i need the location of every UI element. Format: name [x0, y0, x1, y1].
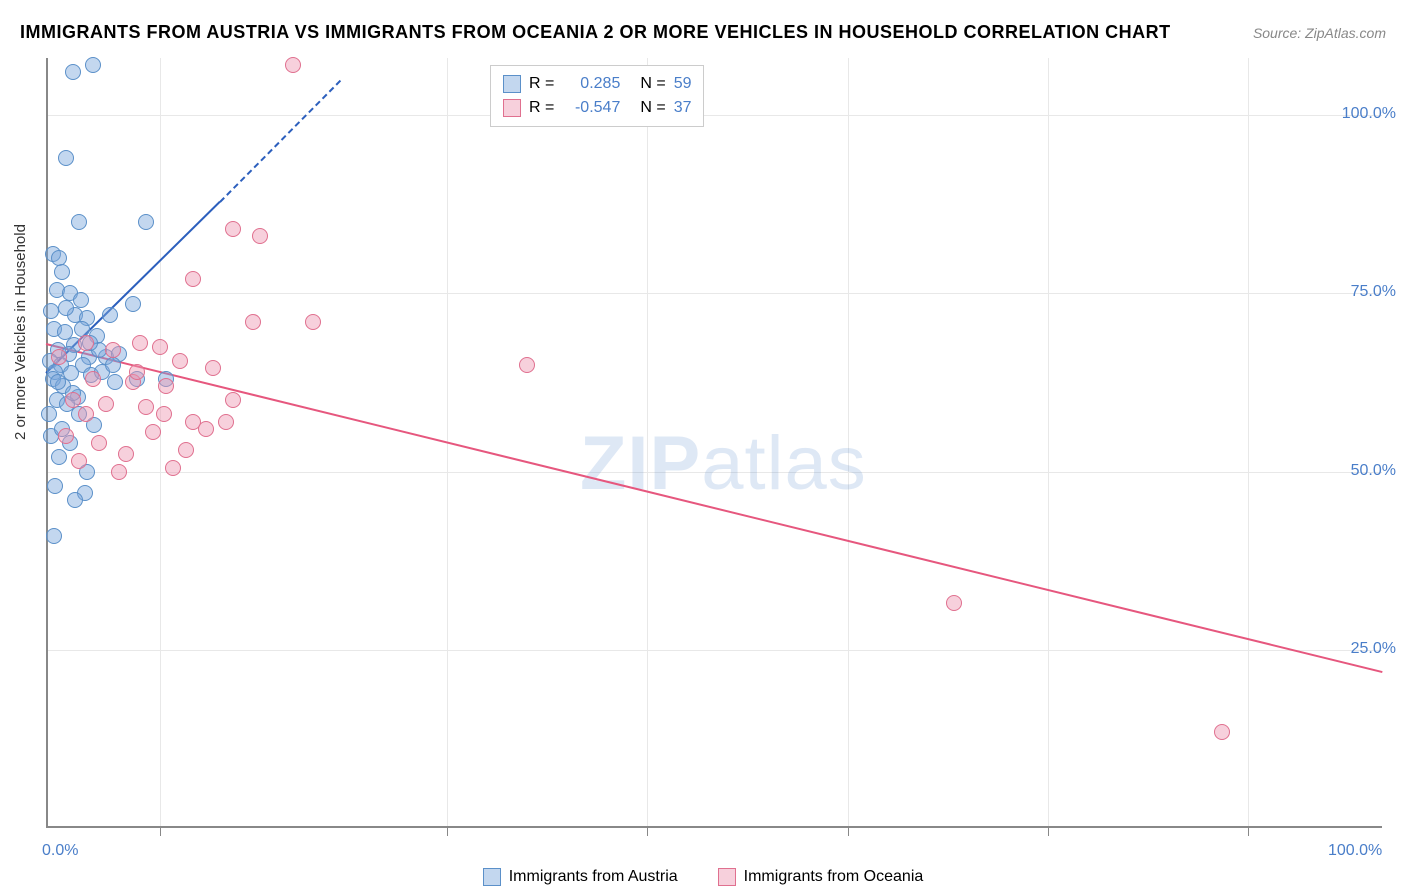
data-point — [105, 342, 121, 358]
correlation-legend: R = 0.285 N = 59 R = -0.547 N = 37 — [490, 65, 704, 127]
chart-container: IMMIGRANTS FROM AUSTRIA VS IMMIGRANTS FR… — [0, 0, 1406, 892]
legend-label-austria: Immigrants from Austria — [509, 868, 678, 886]
legend-row-oceania: R = -0.547 N = 37 — [503, 96, 691, 120]
data-point — [58, 428, 74, 444]
data-point — [185, 271, 201, 287]
source-text: Source: ZipAtlas.com — [1253, 25, 1386, 41]
data-point — [118, 446, 134, 462]
data-point — [65, 64, 81, 80]
swatch-austria-bottom — [483, 868, 501, 886]
data-point — [111, 464, 127, 480]
x-tick-mark — [1048, 828, 1049, 836]
series-legend: Immigrants from Austria Immigrants from … — [0, 868, 1406, 886]
data-point — [165, 460, 181, 476]
data-point — [519, 357, 535, 373]
swatch-austria — [503, 75, 521, 93]
r-value-oceania: -0.547 — [562, 96, 620, 120]
x-tick-label: 0.0% — [42, 842, 78, 860]
legend-row-austria: R = 0.285 N = 59 — [503, 72, 691, 96]
y-axis-label: 2 or more Vehicles in Household — [12, 224, 29, 440]
x-tick-mark — [647, 828, 648, 836]
x-tick-mark — [447, 828, 448, 836]
x-tick-mark — [160, 828, 161, 836]
n-value-oceania: 37 — [674, 96, 692, 120]
legend-item-austria: Immigrants from Austria — [483, 868, 678, 886]
data-point — [172, 353, 188, 369]
y-tick-label: 50.0% — [1351, 462, 1396, 480]
r-value-austria: 0.285 — [562, 72, 620, 96]
data-point — [58, 150, 74, 166]
data-point — [125, 296, 141, 312]
x-tick-label: 100.0% — [1328, 842, 1382, 860]
r-label: R = — [529, 72, 554, 96]
data-point — [58, 300, 74, 316]
data-point — [98, 396, 114, 412]
y-tick-label: 100.0% — [1342, 105, 1396, 123]
data-point — [205, 360, 221, 376]
data-point — [129, 364, 145, 380]
data-point — [85, 371, 101, 387]
data-point — [105, 357, 121, 373]
data-point — [252, 228, 268, 244]
data-point — [218, 414, 234, 430]
n-value-austria: 59 — [674, 72, 692, 96]
r-label: R = — [529, 96, 554, 120]
y-tick-label: 25.0% — [1351, 640, 1396, 658]
data-point — [305, 314, 321, 330]
data-point — [85, 57, 101, 73]
data-point — [47, 478, 63, 494]
n-label: N = — [640, 72, 665, 96]
x-tick-mark — [1248, 828, 1249, 836]
data-point — [132, 335, 148, 351]
chart-title: IMMIGRANTS FROM AUSTRIA VS IMMIGRANTS FR… — [20, 22, 1171, 43]
data-point — [1214, 724, 1230, 740]
legend-item-oceania: Immigrants from Oceania — [718, 868, 924, 886]
data-point — [65, 392, 81, 408]
swatch-oceania — [503, 99, 521, 117]
x-tick-mark — [848, 828, 849, 836]
data-point — [156, 406, 172, 422]
data-point — [46, 528, 62, 544]
n-label: N = — [640, 96, 665, 120]
data-point — [245, 314, 261, 330]
legend-label-oceania: Immigrants from Oceania — [744, 868, 924, 886]
swatch-oceania-bottom — [718, 868, 736, 886]
data-point — [54, 264, 70, 280]
data-point — [152, 339, 168, 355]
y-tick-label: 75.0% — [1351, 283, 1396, 301]
data-point — [198, 421, 214, 437]
data-point — [102, 307, 118, 323]
